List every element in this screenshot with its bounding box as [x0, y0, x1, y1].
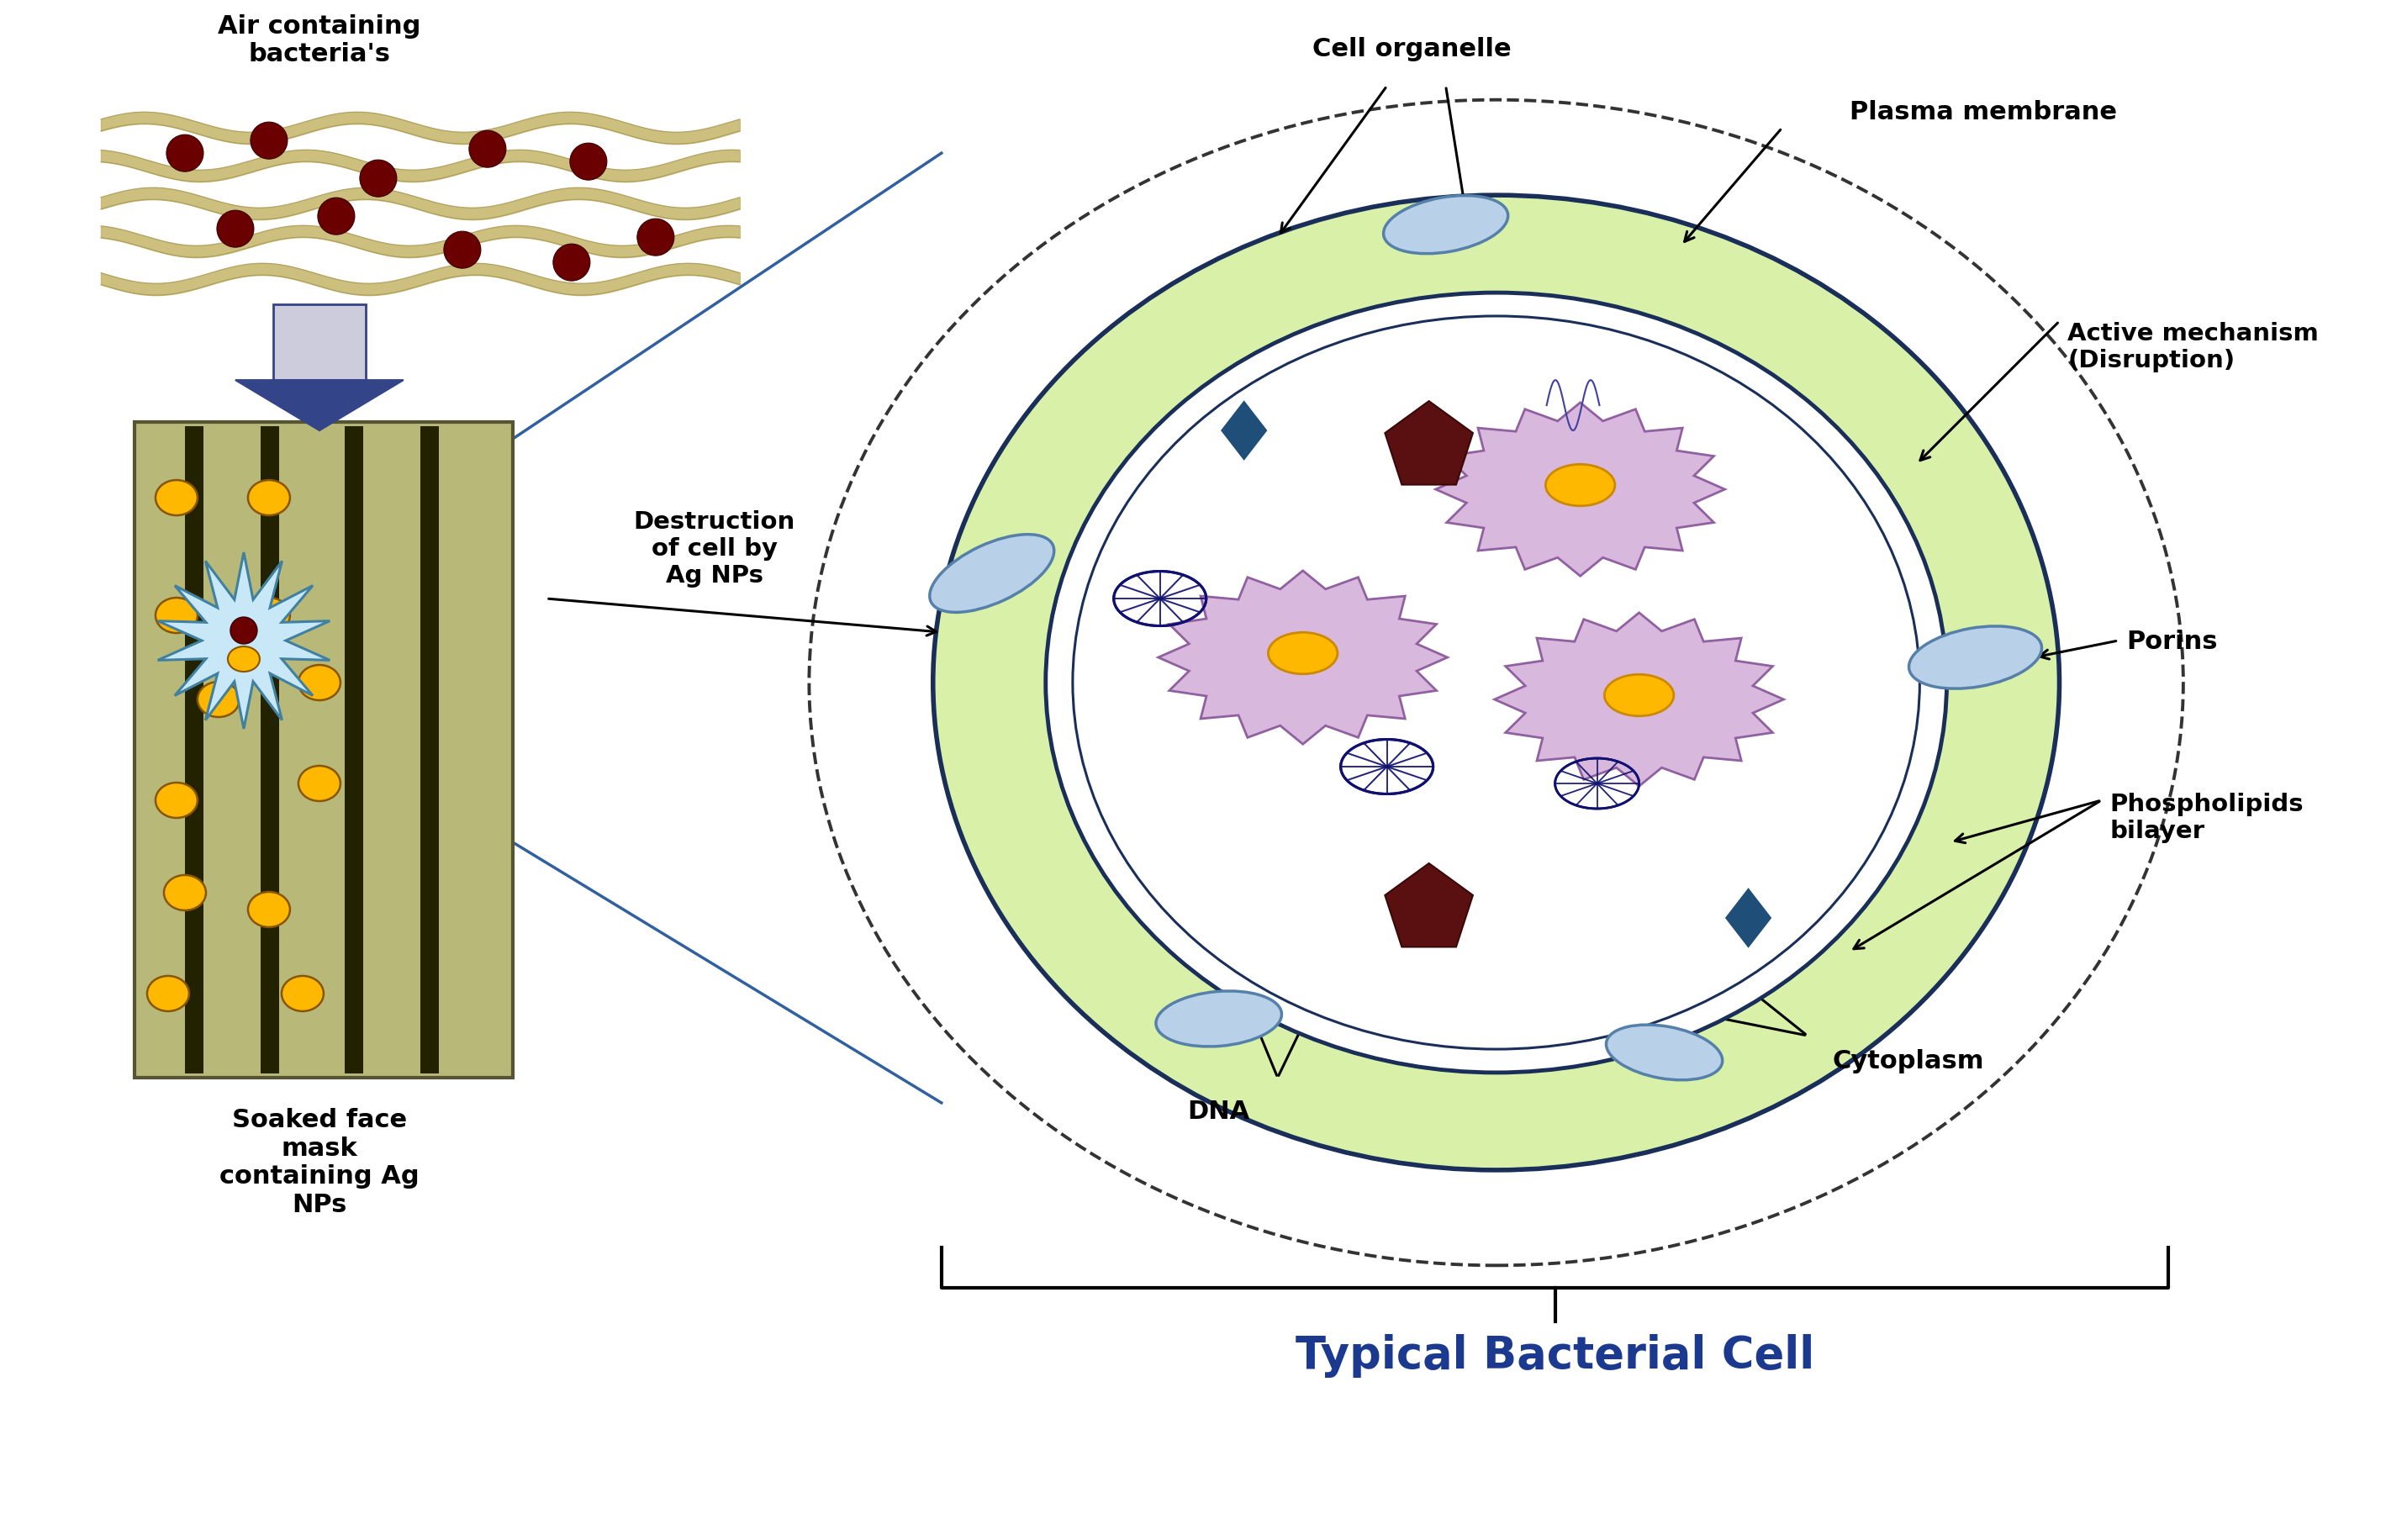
Ellipse shape — [931, 534, 1055, 613]
Ellipse shape — [248, 480, 291, 516]
Polygon shape — [1384, 402, 1472, 485]
Ellipse shape — [298, 665, 341, 701]
Circle shape — [637, 219, 675, 256]
Polygon shape — [1725, 887, 1773, 950]
Ellipse shape — [933, 196, 2059, 1170]
Ellipse shape — [1155, 992, 1281, 1047]
Circle shape — [167, 136, 203, 172]
Text: DNA: DNA — [1188, 1100, 1250, 1124]
Circle shape — [231, 618, 258, 644]
Ellipse shape — [1074, 317, 1921, 1049]
Ellipse shape — [227, 647, 260, 671]
Ellipse shape — [1384, 196, 1508, 254]
Polygon shape — [1384, 864, 1472, 947]
Text: Phospholipids
bilayer: Phospholipids bilayer — [2109, 792, 2305, 842]
Ellipse shape — [248, 892, 291, 927]
Text: Soaked face
mask
containing Ag
NPs: Soaked face mask containing Ag NPs — [220, 1107, 420, 1217]
Ellipse shape — [155, 782, 198, 818]
Bar — [260, 427, 279, 1073]
Bar — [186, 427, 203, 1073]
Text: Cytoplasm: Cytoplasm — [1832, 1049, 1985, 1073]
Text: Destruction
of cell by
Ag NPs: Destruction of cell by Ag NPs — [635, 510, 795, 588]
Polygon shape — [1219, 399, 1269, 462]
Text: Cell organelle: Cell organelle — [1312, 37, 1513, 62]
Bar — [134, 422, 513, 1078]
Ellipse shape — [148, 976, 188, 1012]
Polygon shape — [157, 553, 329, 730]
Ellipse shape — [248, 598, 291, 633]
Polygon shape — [1436, 403, 1725, 576]
Bar — [344, 427, 363, 1073]
Circle shape — [217, 211, 253, 248]
Circle shape — [470, 131, 506, 168]
Text: Plasma membrane: Plasma membrane — [1849, 100, 2116, 125]
Text: Porins: Porins — [2126, 628, 2219, 653]
Circle shape — [554, 245, 589, 282]
Ellipse shape — [1546, 465, 1615, 507]
Text: Air containing
bacteria's: Air containing bacteria's — [217, 14, 420, 66]
Ellipse shape — [298, 767, 341, 801]
Text: Typical Bacterial Cell: Typical Bacterial Cell — [1296, 1334, 1813, 1377]
Bar — [272, 305, 365, 380]
Circle shape — [317, 199, 356, 236]
Ellipse shape — [1269, 633, 1339, 675]
Text: Active mechanism
(Disruption): Active mechanism (Disruption) — [2069, 322, 2319, 373]
Ellipse shape — [1909, 627, 2042, 688]
Ellipse shape — [155, 598, 198, 633]
Ellipse shape — [198, 682, 239, 718]
Circle shape — [570, 143, 606, 180]
Ellipse shape — [155, 480, 198, 516]
Ellipse shape — [1603, 675, 1673, 716]
Polygon shape — [236, 380, 403, 431]
Polygon shape — [1157, 571, 1448, 744]
Circle shape — [444, 233, 482, 270]
Ellipse shape — [1606, 1026, 1723, 1080]
Circle shape — [251, 123, 286, 160]
Polygon shape — [1494, 613, 1785, 787]
Bar — [420, 427, 439, 1073]
Ellipse shape — [282, 976, 324, 1012]
Circle shape — [360, 160, 396, 197]
Ellipse shape — [165, 875, 205, 910]
Ellipse shape — [1045, 293, 1947, 1073]
